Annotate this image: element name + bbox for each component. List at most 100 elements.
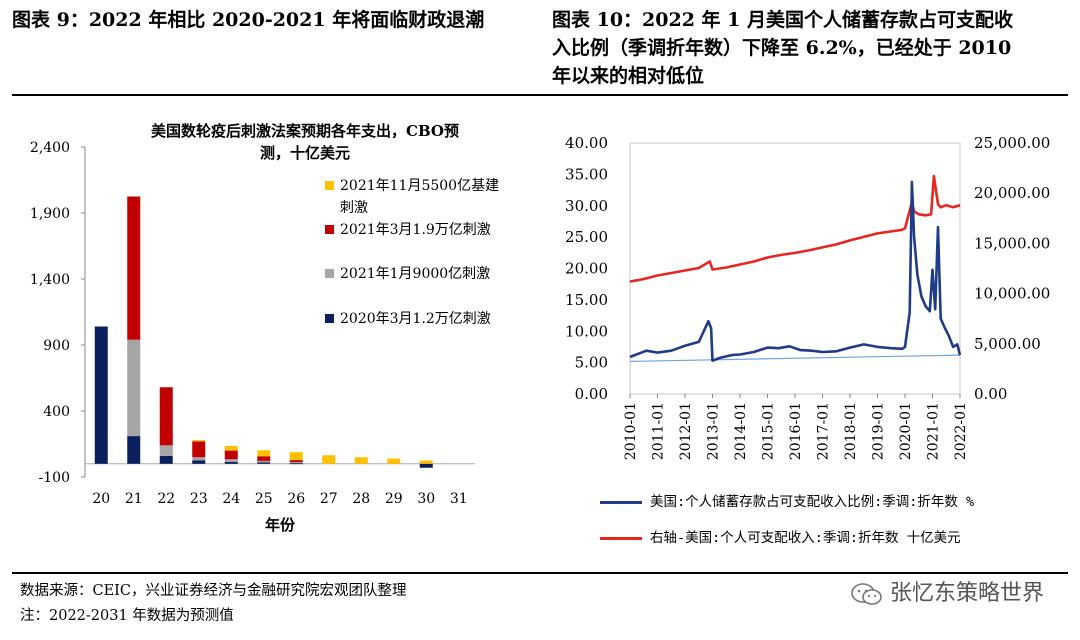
bar-segment [257,462,271,464]
x-axis-title: 年份 [265,516,296,534]
bar-segment [127,436,141,464]
bar-segment [192,440,206,442]
x-tick-label: 25 [255,491,273,507]
x-tick-label: 23 [190,491,208,507]
y-tick-label: 1,400 [30,272,70,288]
bar-segment [289,462,303,464]
legend-swatch-1-9t [325,224,334,234]
x-tick-label: 2011-01 [651,402,667,460]
top-rule [12,94,1068,96]
data-note: 注：2022-2031 年数据为预测值 [20,608,234,624]
x-tick-label: 22 [157,491,175,507]
legend-item-infra: 2021年11月5500亿基建 [325,176,499,196]
legend-swatch-900b [325,268,334,278]
x-tick-label: 31 [450,491,468,507]
x-tick-label: 2014-01 [733,402,749,460]
bar-segment [224,445,238,451]
bar-segment [257,450,271,457]
y-tick-label: -100 [39,470,70,486]
bar-segment [127,339,141,437]
bar-segment [224,450,238,460]
bar-segment [94,326,108,464]
chart-title-line2: 测，十亿美元 [260,144,350,162]
legend-line-savings [600,500,642,504]
x-tick-label: 27 [320,491,338,507]
y-left-tick-label: 0.00 [575,385,608,403]
y-right-tick-label: 15,000.00 [974,234,1050,252]
figure-10-title-line1: 图表 10：2022 年 1 月美国个人储蓄存款占可支配收 [552,9,1014,31]
bar-segment [289,460,303,463]
figure-10-title-line2: 入比例（季调折年数）下降至 6.2%，已经处于 2010 [552,37,1012,59]
x-tick-label: 26 [287,491,305,507]
x-tick-label: 2021-01 [926,402,942,460]
bar-segment [289,463,303,465]
legend-label-1-9t: 2021年3月1.9万亿刺激 [340,222,491,238]
legend-item-1-9t: 2021年3月1.9万亿刺激 [325,220,491,240]
data-source: 数据来源：CEIC，兴业证券经济与金融研究院宏观团队整理 [20,583,407,599]
legend-swatch-infra [325,180,334,190]
bar-segment [257,460,271,463]
y-left-tick-label: 20.00 [565,260,608,278]
bar-segment [224,461,238,464]
y-left-tick-label: 15.00 [565,291,608,309]
chart-title-line1: 美国数轮疫后刺激法案预期各年支出，CBO预 [151,122,459,140]
x-tick-label: 20 [92,491,110,507]
x-tick-label: 2010-01 [623,402,639,460]
bar-segment [192,457,206,461]
legend-label-income: 右轴-美国:个人可支配收入:季调:折年数 十亿美元 [650,530,961,546]
savings-rate-line-chart: 40.00 35.00 30.00 25.00 20.00 15.00 10.00 5.00 0… [565,134,1050,460]
x-tick-label: 21 [125,491,143,507]
figure-9-title: 图表 9：2022 年相比 2020-2021 年将面临财政退潮 [12,9,485,31]
bottom-rule [12,572,1068,574]
watermark-text: 张忆东策略世界 [889,581,1044,606]
bar-segment [387,458,401,464]
legend-label-infra: 2021年11月5500亿基建 [340,178,500,194]
bar-segment [224,459,238,462]
x-tick-label: 2015-01 [761,402,777,460]
y-right-tick-label: 10,000.00 [974,285,1050,303]
x-tick-label: 30 [417,491,435,507]
y-tick-label: 2,400 [30,140,70,156]
bar-segment [127,196,141,340]
bar-segment [289,452,303,461]
y-right-tick-label: 25,000.00 [974,134,1050,152]
x-tick-label: 2013-01 [706,402,722,460]
legend-item-infra-line2: 刺激 [340,198,368,218]
y-right-tick-label: 5,000.00 [974,335,1041,353]
y-right-tick-label: 20,000.00 [974,184,1050,202]
x-tick-label: 24 [222,491,240,507]
y-tick-label: 1,900 [30,206,70,222]
legend-item-1-2t: 2020年3月1.2万亿刺激 [325,309,491,329]
legend-label-savings: 美国:个人储蓄存款占可支配收入比例:季调:折年数 % [650,494,975,510]
savings-rate-line [629,180,962,363]
bar-segment [159,455,173,464]
x-tick-label: 2017-01 [816,402,832,460]
y-right-tick-label: 0.00 [974,385,1007,403]
legend-swatch-1-2t [325,313,334,323]
bar-segment [159,387,173,446]
trend-line [629,354,961,362]
x-tick-label: 28 [352,491,370,507]
bar-segment [192,460,206,464]
right-legend-item-savings: 美国:个人储蓄存款占可支配收入比例:季调:折年数 % [600,490,974,510]
bar-segment [192,441,206,458]
x-tick-label: 2020-01 [898,402,914,460]
x-tick-label: 2012-01 [678,402,694,460]
y-left-tick-label: 5.00 [575,354,608,372]
legend-line-income [600,536,642,540]
x-tick-label: 29 [385,491,403,507]
bar-segment [419,460,433,464]
bar-segment [159,445,173,456]
y-left-tick-label: 10.00 [565,322,608,340]
bar-segment [354,457,368,464]
figure-10-title-line3: 年以来的相对低位 [552,65,705,87]
bar-segment [419,463,433,468]
y-left-tick-label: 30.00 [565,197,608,215]
x-tick-label: 2016-01 [788,402,804,460]
right-legend-item-income: 右轴-美国:个人可支配收入:季调:折年数 十亿美元 [600,526,961,546]
watermark: 张忆东策略世界 [850,575,1044,607]
legend-label-1-2t: 2020年3月1.2万亿刺激 [340,311,491,327]
figure-10-title: 图表 10：2022 年 1 月美国个人储蓄存款占可支配收 入比例（季调折年数）… [552,6,1072,90]
legend-item-900b: 2021年1月9000亿刺激 [325,264,490,284]
